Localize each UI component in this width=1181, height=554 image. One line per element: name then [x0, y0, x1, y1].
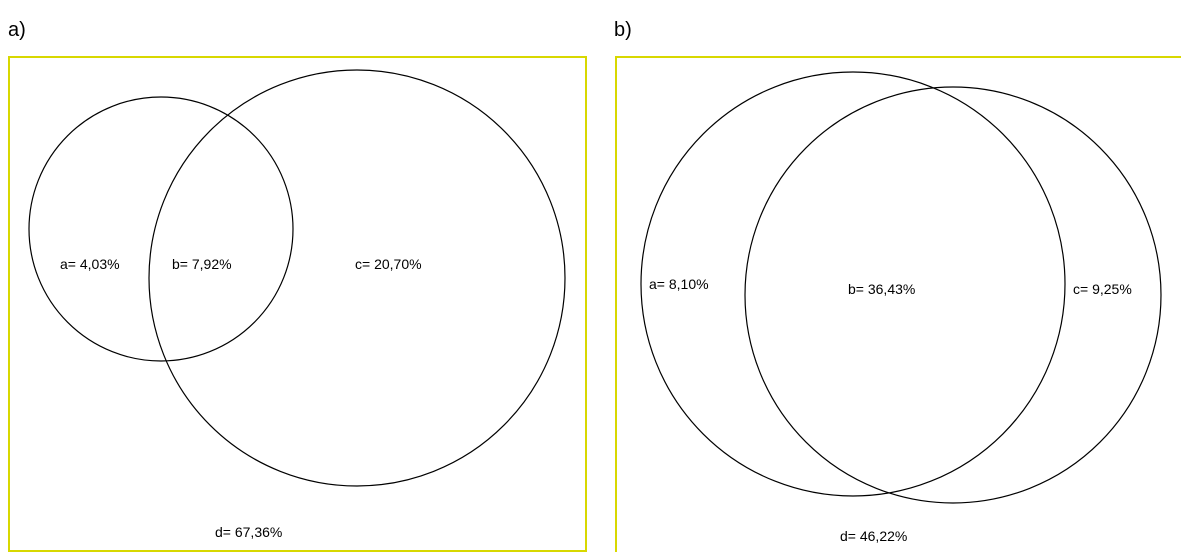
region-b-label: b= 36,43% [848, 281, 916, 297]
region-d-label: d= 67,36% [215, 524, 283, 540]
circle-right-a [148, 69, 566, 487]
region-a-label: a= 8,10% [649, 276, 709, 292]
venn-diagram-b [640, 71, 1162, 504]
region-c-label: c= 20,70% [355, 256, 422, 272]
region-a-label: a= 4,03% [60, 256, 120, 272]
venn-panel-a: a= 4,03% b= 7,92% c= 20,70% d= 67,36% [8, 56, 587, 552]
venn-panel-b: a= 8,10% b= 36,43% c= 9,25% d= 46,22% [615, 56, 1181, 552]
panel-a-label: a) [8, 19, 26, 41]
circle-right-b [744, 86, 1162, 504]
venn-diagram-a [28, 69, 566, 487]
circle-left-b [640, 71, 1066, 497]
circle-left-a [28, 96, 294, 362]
panel-b-label: b) [614, 19, 632, 41]
region-d-label: d= 46,22% [840, 528, 908, 544]
region-b-label: b= 7,92% [172, 256, 232, 272]
region-c-label: c= 9,25% [1073, 281, 1132, 297]
